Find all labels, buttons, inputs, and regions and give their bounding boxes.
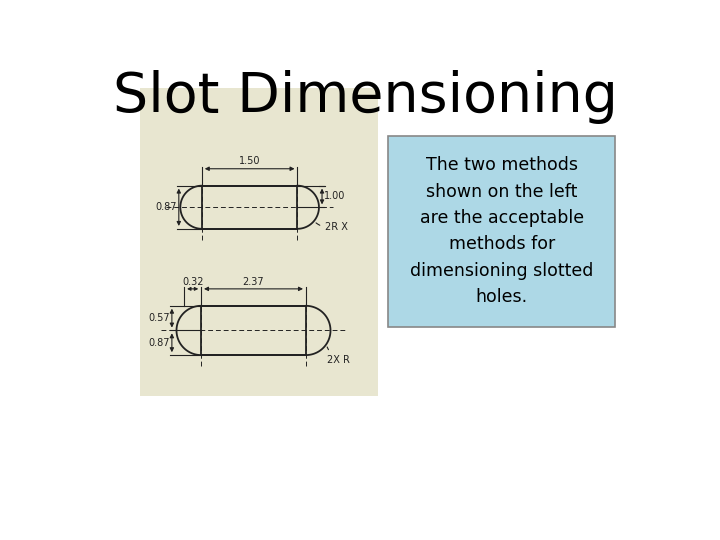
- Text: 1.00: 1.00: [324, 192, 346, 201]
- Text: 0.32: 0.32: [182, 276, 204, 287]
- Bar: [140, 88, 378, 396]
- Text: 2X R: 2X R: [327, 347, 351, 365]
- Text: 2.37: 2.37: [243, 276, 264, 287]
- Text: The two methods
shown on the left
are the acceptable
methods for
dimensioning sl: The two methods shown on the left are th…: [410, 156, 593, 306]
- Text: 1.50: 1.50: [239, 157, 261, 166]
- Text: 0.87: 0.87: [148, 338, 170, 348]
- Bar: [388, 136, 616, 327]
- Text: Slot Dimensioning: Slot Dimensioning: [113, 70, 618, 124]
- Text: 2R X: 2R X: [316, 222, 348, 232]
- Text: 0.57: 0.57: [148, 313, 170, 323]
- Text: 0.87: 0.87: [155, 202, 176, 212]
